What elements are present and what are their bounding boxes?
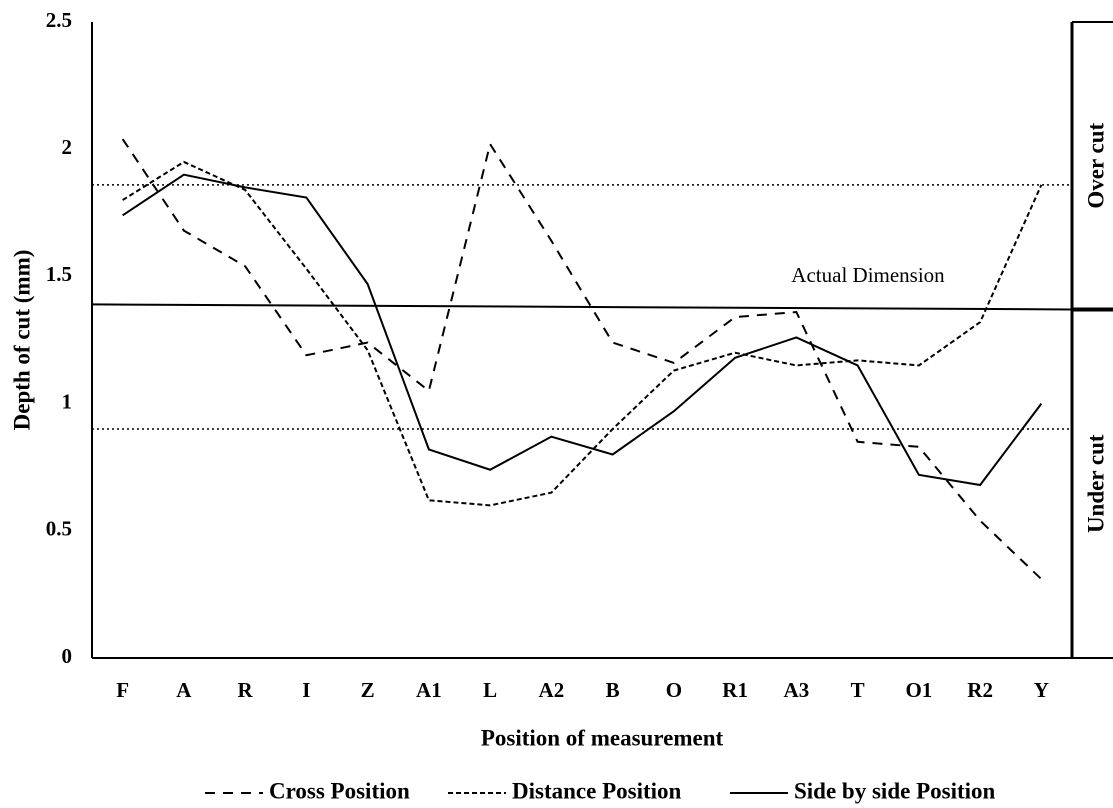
x-axis-title: Position of measurement bbox=[481, 725, 724, 750]
x-tick-label: R1 bbox=[722, 678, 748, 702]
x-tick-label: Z bbox=[361, 678, 375, 702]
actual-dimension-line bbox=[91, 303, 1073, 311]
x-tick-label: F bbox=[116, 678, 129, 702]
x-tick-label: B bbox=[606, 678, 620, 702]
legend-label: Distance Position bbox=[512, 778, 682, 803]
y-tick-label: 2 bbox=[62, 135, 73, 159]
legend-label: Cross Position bbox=[269, 778, 410, 803]
y-tick-label: 2.5 bbox=[46, 8, 72, 32]
actual-dimension-label: Actual Dimension bbox=[791, 263, 945, 287]
x-tick-label: A3 bbox=[784, 678, 810, 702]
x-tick-label: I bbox=[302, 678, 310, 702]
y-tick-label: 1.5 bbox=[46, 262, 72, 286]
x-tick-label: A1 bbox=[416, 678, 442, 702]
x-tick-label: A2 bbox=[539, 678, 565, 702]
y-tick-label: 0.5 bbox=[46, 517, 72, 541]
y-tick-label: 1 bbox=[62, 389, 73, 413]
y-tick-label: 0 bbox=[62, 644, 73, 668]
x-tick-label: O1 bbox=[905, 678, 932, 702]
x-tick-label: T bbox=[851, 678, 865, 702]
series-line bbox=[121, 138, 1043, 580]
x-tick-label: R bbox=[238, 678, 254, 702]
series-line bbox=[122, 160, 1043, 507]
x-tick-label: O bbox=[666, 678, 682, 702]
x-tick-label: Y bbox=[1034, 678, 1049, 702]
series-line bbox=[122, 173, 1043, 487]
band-label: Under cut bbox=[1083, 434, 1108, 533]
x-tick-label: L bbox=[483, 678, 497, 702]
x-tick-label: R2 bbox=[967, 678, 993, 702]
legend-label: Side by side Position bbox=[794, 778, 996, 803]
y-axis-title: Depth of cut (mm) bbox=[9, 250, 34, 431]
band-label: Over cut bbox=[1083, 123, 1108, 209]
x-tick-label: A bbox=[176, 678, 192, 702]
